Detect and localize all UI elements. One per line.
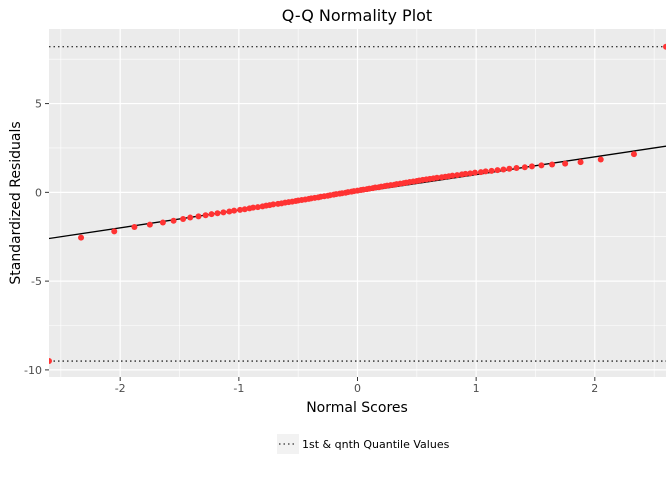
data-point — [506, 165, 513, 172]
x-tick-label: 1 — [473, 382, 480, 395]
data-point — [237, 206, 244, 213]
data-point — [500, 166, 507, 173]
legend-label: 1st & qnth Quantile Values — [302, 438, 450, 451]
y-tick-label: 0 — [35, 186, 42, 199]
data-point — [220, 209, 227, 216]
y-axis-ticks: -10 -5 0 5 — [24, 98, 49, 377]
data-point — [214, 210, 221, 217]
x-tick-label: -2 — [115, 382, 126, 395]
data-point — [577, 159, 584, 166]
data-point — [521, 164, 528, 171]
data-point — [270, 201, 277, 208]
data-point — [471, 169, 478, 176]
x-tick-label: 2 — [591, 382, 598, 395]
y-tick-label: -5 — [31, 275, 42, 288]
data-point — [159, 219, 166, 226]
data-point — [630, 151, 637, 158]
data-point — [195, 213, 202, 220]
grid-major — [49, 29, 666, 377]
data-point — [231, 207, 238, 214]
legend: 1st & qnth Quantile Values — [277, 434, 450, 454]
data-point — [449, 172, 456, 179]
data-point — [250, 204, 257, 211]
data-point — [241, 206, 248, 213]
data-point — [538, 162, 545, 169]
data-point — [180, 215, 187, 222]
data-point — [187, 214, 194, 221]
data-point — [146, 221, 153, 228]
x-axis-title: Normal Scores — [306, 400, 408, 416]
x-tick-label: -1 — [233, 382, 244, 395]
data-point — [202, 212, 209, 219]
data-point — [488, 167, 495, 174]
y-tick-label: -10 — [24, 364, 42, 377]
data-point — [597, 156, 604, 163]
data-points — [49, 43, 666, 365]
data-point — [454, 172, 461, 179]
data-point — [467, 170, 474, 177]
data-point — [549, 161, 556, 168]
y-axis-title: Standardized Residuals — [8, 121, 24, 284]
data-point — [528, 163, 535, 170]
data-point — [208, 211, 215, 218]
data-point — [226, 208, 233, 215]
quantile-lines — [49, 46, 666, 362]
data-point — [254, 204, 261, 211]
y-tick-label: 5 — [35, 98, 42, 111]
data-point — [482, 168, 489, 175]
x-tick-label: 0 — [354, 382, 361, 395]
data-point — [513, 165, 520, 172]
data-point — [49, 358, 52, 365]
data-point — [562, 160, 569, 167]
data-point — [494, 167, 501, 174]
data-point — [462, 170, 469, 177]
x-axis-ticks: -2 -1 0 1 2 — [115, 377, 598, 395]
data-point — [111, 228, 118, 235]
data-point — [477, 169, 484, 176]
data-point — [433, 174, 440, 181]
data-point — [131, 223, 138, 230]
chart-title: Q-Q Normality Plot — [282, 6, 432, 25]
data-point — [663, 43, 666, 50]
data-point — [78, 234, 85, 241]
data-point — [170, 217, 177, 224]
